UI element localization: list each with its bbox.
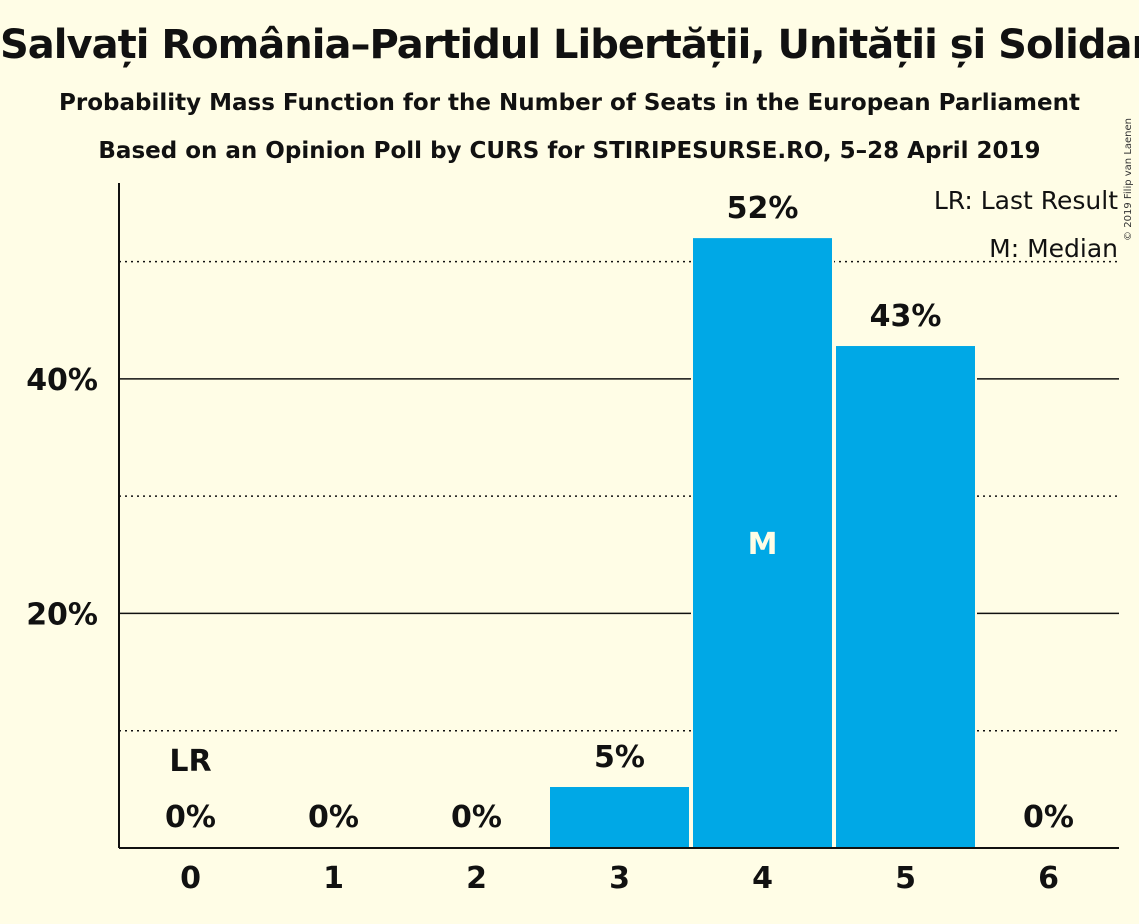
y-tick-label: 40%	[26, 363, 98, 398]
x-tick-label: 5	[895, 861, 916, 896]
x-tick-label: 6	[1038, 861, 1059, 896]
x-tick-label: 4	[752, 861, 773, 896]
data-label: 0%	[1023, 800, 1074, 835]
legend: LR: Last Result M: Median	[934, 186, 1118, 263]
x-tick-label: 1	[323, 861, 344, 896]
labels: 20% 40% 0 1 2 3 4 5 6 0% 0% 0% 5% 52% 43% 0% LR M	[26, 191, 1074, 896]
last-result-marker: LR	[169, 744, 211, 779]
data-label: 43%	[870, 299, 942, 334]
data-label: 0%	[451, 800, 502, 835]
data-label: 0%	[308, 800, 359, 835]
data-label: 52%	[727, 191, 799, 226]
data-label: 0%	[165, 800, 216, 835]
x-tick-label: 3	[609, 861, 630, 896]
bars	[548, 236, 977, 848]
x-tick-label: 2	[466, 861, 487, 896]
y-tick-label: 20%	[26, 597, 98, 632]
bar-seats-3	[550, 787, 689, 848]
median-marker: M	[748, 527, 778, 562]
chart-title: Salvați România–Partidul Libertății, Uni…	[0, 22, 1139, 68]
bar-seats-5	[836, 346, 975, 848]
axes	[118, 183, 1119, 849]
legend-entry: LR: Last Result	[934, 186, 1118, 215]
bar-seats-4	[693, 238, 832, 848]
x-tick-label: 0	[180, 861, 201, 896]
legend-entry: M: Median	[989, 234, 1118, 263]
chart-subtitle: Probability Mass Function for the Number…	[59, 90, 1080, 116]
chart-source-subtitle: Based on an Opinion Poll by CURS for STI…	[98, 138, 1041, 164]
data-label: 5%	[594, 740, 645, 775]
